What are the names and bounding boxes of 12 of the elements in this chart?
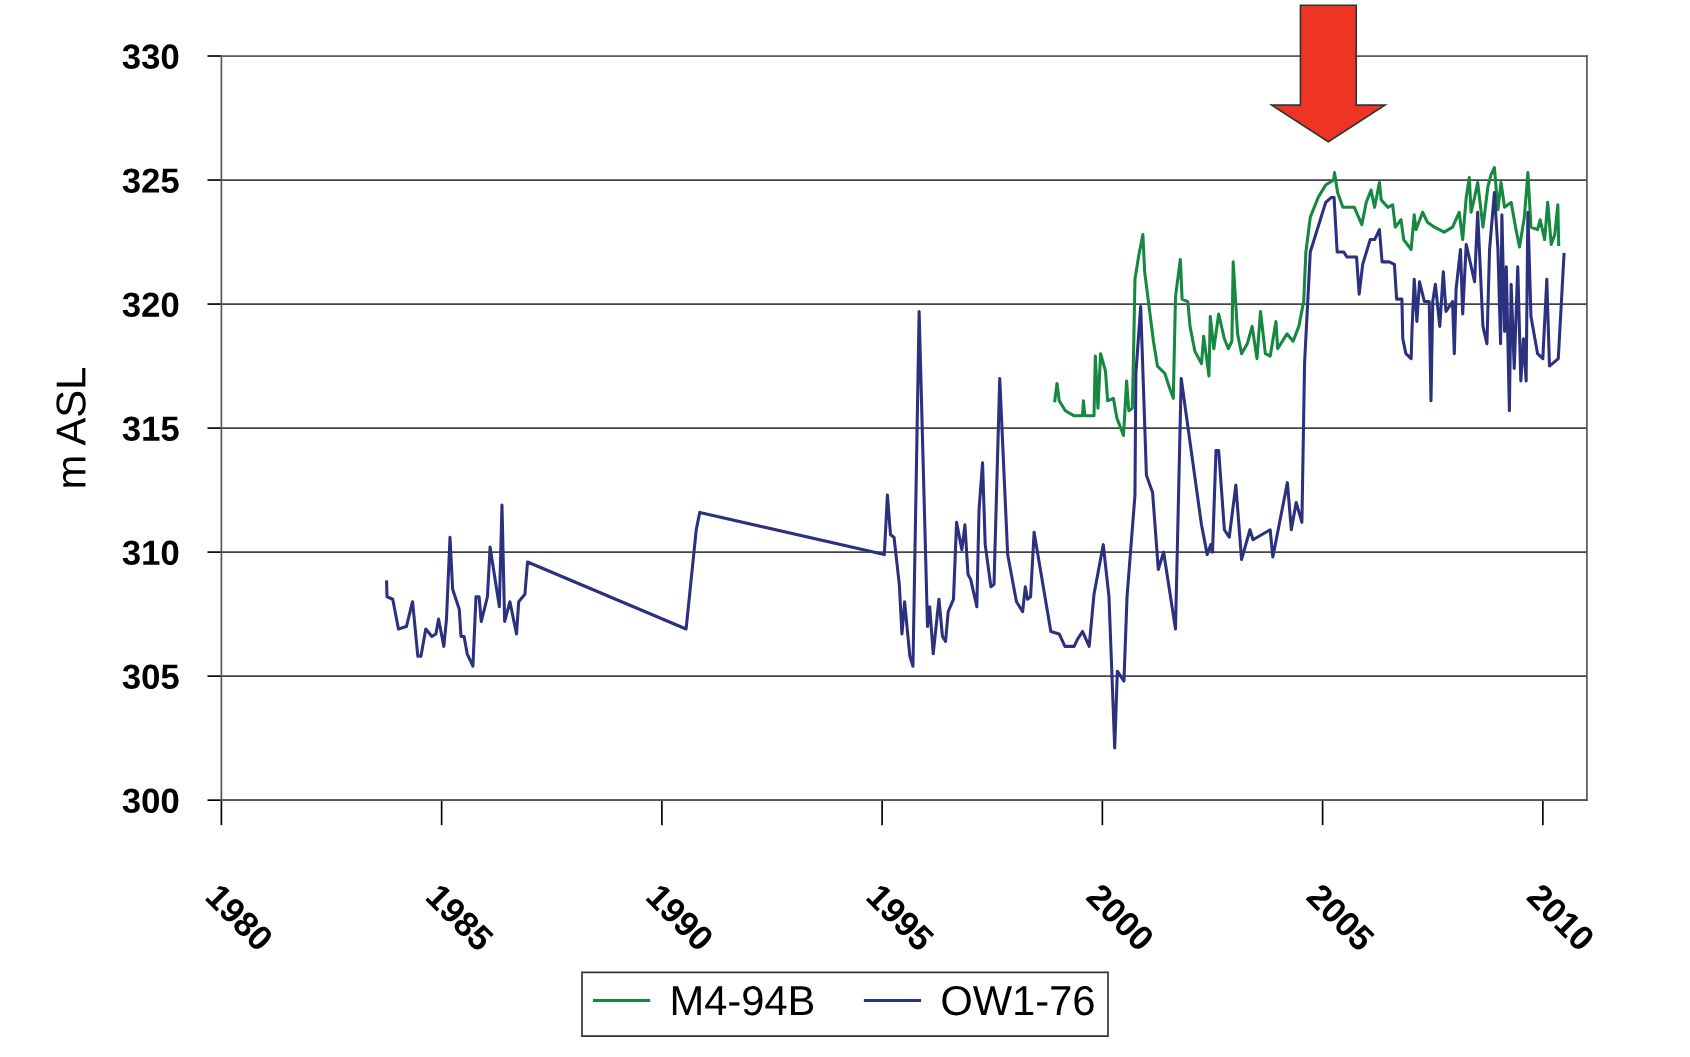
- line-series: [1053, 166, 1561, 438]
- y-tick-label: 325: [122, 168, 179, 194]
- y-tick-label: 305: [122, 664, 179, 690]
- y-tick-label: 330: [122, 44, 179, 69]
- y-axis-title: m ASL: [56, 368, 86, 487]
- legend-label: OW1-76: [942, 985, 1094, 1016]
- y-tick-label: 315: [122, 416, 179, 442]
- y-tick-label: 310: [122, 540, 179, 566]
- legend-label: M4-94B: [672, 985, 814, 1016]
- y-tick-label: 320: [122, 292, 179, 318]
- y-tick-label: 300: [122, 788, 179, 814]
- line-series: [385, 190, 1566, 750]
